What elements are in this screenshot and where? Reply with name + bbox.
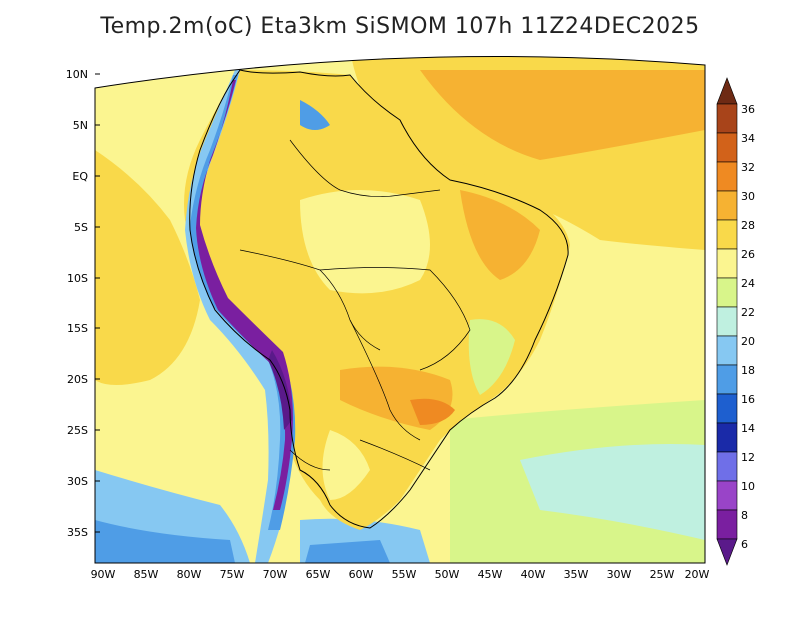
lat-label: 30S [67, 475, 88, 488]
colorbar-label: 6 [741, 538, 748, 551]
lon-label: 50W [435, 568, 460, 581]
longitude-axis: 90W 85W 80W 75W 70W 65W 60W 55W 50W 45W … [91, 568, 710, 581]
field-highlands-22-24 [468, 319, 515, 395]
lat-label: 10N [66, 68, 88, 81]
colorbar-label: 36 [741, 103, 755, 116]
temperature-field [95, 56, 705, 563]
south-america-coastline [189, 69, 569, 529]
latitude-axis: 10N 5N EQ 5S 10S 15S 20S 25S 30S 35S [66, 68, 100, 539]
lon-label: 70W [263, 568, 288, 581]
field-south-atlantic-20-22 [520, 444, 705, 540]
field-south-16-18 [305, 540, 390, 563]
colorbar-swatch-22-24 [716, 277, 738, 308]
colorbar-label: 16 [741, 393, 755, 406]
lon-label: 90W [91, 568, 116, 581]
colorbar-swatch-34-36 [716, 103, 738, 134]
lat-label: 5N [73, 119, 88, 132]
field-parana-30-32 [410, 398, 455, 425]
colorbar-swatch-6-8 [716, 509, 738, 540]
field-tepui-16-18 [300, 100, 330, 130]
lon-label: 25W [650, 568, 675, 581]
coastlines [189, 69, 569, 529]
lat-label: 25S [67, 424, 88, 437]
colorbar-label: 26 [741, 248, 755, 261]
lon-label: 65W [306, 568, 331, 581]
lon-label: 20W [685, 568, 710, 581]
lon-label: 85W [134, 568, 159, 581]
lon-label: 35W [564, 568, 589, 581]
colorbar-label: 24 [741, 277, 755, 290]
border-uruguay [359, 439, 431, 471]
lon-label: 75W [220, 568, 245, 581]
country-borders [239, 139, 471, 471]
colorbar-label: 22 [741, 306, 755, 319]
field-altiplano-lt6 [268, 350, 292, 430]
border-peru-bolivia [239, 249, 381, 351]
colorbar-label: 20 [741, 335, 755, 348]
lon-label: 40W [521, 568, 546, 581]
field-northeast-28-30 [460, 190, 540, 280]
field-atlantic-28-30 [420, 70, 705, 160]
field-pacific-26-28 [95, 150, 200, 385]
lat-label: 15S [67, 322, 88, 335]
colorbar-label: 14 [741, 422, 755, 435]
colorbar-swatch-24-26 [716, 248, 738, 279]
colorbar-swatch-12-14 [716, 422, 738, 453]
lon-label: 30W [607, 568, 632, 581]
map-frame [94, 55, 706, 564]
colorbar-over-arrow [716, 77, 738, 105]
field-pampas-24-26 [322, 430, 370, 500]
border-paraguay [349, 319, 421, 441]
lon-label: 45W [478, 568, 503, 581]
colorbar-under-arrow [716, 538, 738, 566]
lat-label: 5S [74, 221, 88, 234]
lon-label: 55W [392, 568, 417, 581]
lon-label: 60W [349, 568, 374, 581]
colorbar-label: 28 [741, 219, 755, 232]
colorbar-label: 32 [741, 161, 755, 174]
lat-label: EQ [72, 170, 88, 183]
colorbar-swatch-14-16 [716, 393, 738, 424]
colorbar-swatch-26-28 [716, 219, 738, 250]
colorbar-label: 12 [741, 451, 755, 464]
lat-label: 35S [67, 526, 88, 539]
colorbar-label: 34 [741, 132, 755, 145]
field-andes-6-8 [196, 80, 293, 510]
colorbar: 6 8 10 12 14 16 18 20 22 24 26 28 30 32 … [716, 77, 755, 566]
colorbar-swatch-30-32 [716, 161, 738, 192]
map-title: Temp.2m(oC) Eta3km SiSMOM 107h 11Z24DEC2… [100, 14, 700, 39]
border-brazil-west [319, 267, 471, 371]
colorbar-label: 30 [741, 190, 755, 203]
lat-label: 20S [67, 373, 88, 386]
border-argentina [289, 449, 331, 471]
field-southwest-16-18 [95, 520, 235, 563]
colorbar-swatch-32-34 [716, 132, 738, 163]
border-north [289, 139, 441, 197]
colorbar-label: 10 [741, 480, 755, 493]
colorbar-swatch-16-18 [716, 364, 738, 395]
lat-label: 10S [67, 272, 88, 285]
colorbar-swatch-18-20 [716, 335, 738, 366]
lon-label: 80W [177, 568, 202, 581]
colorbar-label: 8 [741, 509, 748, 522]
colorbar-label: 18 [741, 364, 755, 377]
colorbar-swatch-8-10 [716, 480, 738, 511]
colorbar-swatch-28-30 [716, 190, 738, 221]
colorbar-swatch-20-22 [716, 306, 738, 337]
colorbar-swatch-10-12 [716, 451, 738, 482]
